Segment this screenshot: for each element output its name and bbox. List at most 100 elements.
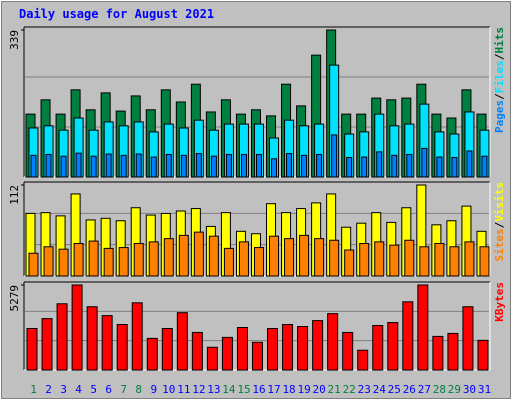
bar (374, 241, 385, 277)
bar (389, 244, 400, 277)
x-tick-label: 14 (222, 383, 236, 396)
x-tick-label: 5 (90, 383, 97, 396)
x-tick-label: 2 (45, 383, 52, 396)
bar (161, 327, 173, 371)
x-tick-label: 15 (237, 383, 250, 396)
bar (316, 153, 323, 178)
bar (146, 337, 158, 371)
bar (135, 153, 142, 178)
bar (180, 154, 187, 178)
bar (116, 324, 128, 371)
bar (176, 312, 188, 371)
bar (344, 249, 355, 277)
bar (451, 156, 458, 178)
bar (90, 155, 97, 178)
bar (331, 134, 338, 178)
bar (223, 247, 234, 277)
x-tick-label: 11 (177, 383, 190, 396)
bar (271, 158, 278, 178)
x-tick-label: 22 (343, 383, 356, 396)
x-tick-label: 30 (463, 383, 476, 396)
x-tick-label: 20 (313, 383, 326, 396)
x-tick-label: 31 (478, 383, 491, 396)
bar (297, 326, 309, 371)
bar (86, 306, 98, 371)
x-tick-label: 10 (162, 383, 175, 396)
x-tick-label: 7 (120, 383, 127, 396)
bar (120, 154, 127, 178)
bar (466, 150, 473, 178)
bar (103, 247, 114, 277)
bar (267, 327, 279, 371)
bar (255, 153, 262, 178)
legend-separator: / (493, 93, 506, 100)
bar (477, 339, 489, 371)
x-tick-label: 28 (433, 383, 446, 396)
bar (481, 155, 488, 178)
bar (133, 243, 144, 277)
bar (359, 243, 370, 277)
bar (163, 238, 174, 277)
x-tick-label: 18 (282, 383, 295, 396)
bar (221, 336, 233, 371)
legend: Pages/Files/Hits (493, 27, 506, 133)
legend: KBytes (493, 282, 506, 322)
x-tick-label: 29 (448, 383, 461, 396)
legend-entry: KBytes (493, 282, 506, 322)
bar (419, 246, 430, 277)
bar (28, 252, 39, 277)
bar (372, 325, 384, 371)
x-tick-label: 19 (297, 383, 310, 396)
x-tick-label: 9 (150, 383, 157, 396)
bar (406, 153, 413, 178)
x-tick-label: 16 (252, 383, 265, 396)
x-tick-label: 25 (388, 383, 401, 396)
x-tick-label: 21 (328, 383, 341, 396)
legend-separator: / (493, 221, 506, 228)
x-tick-label: 4 (75, 383, 82, 396)
x-tick-label: 17 (267, 383, 280, 396)
y-tick-label: 112 (8, 185, 21, 205)
bar (329, 239, 340, 277)
bar (312, 320, 324, 371)
y-tick-label: 339 (8, 30, 21, 50)
bar (75, 152, 82, 178)
x-tick-label: 24 (373, 383, 387, 396)
legend: Sites/Visits (493, 182, 506, 262)
bar (346, 156, 353, 178)
bar (286, 153, 293, 178)
legend-entry: Visits (493, 182, 506, 222)
bar (210, 155, 217, 178)
bar (387, 322, 399, 371)
bar (436, 156, 443, 178)
x-tick-label: 23 (358, 383, 371, 396)
bar (71, 284, 83, 371)
bar (357, 349, 369, 371)
bar (73, 243, 84, 277)
bar (253, 247, 264, 277)
bar (417, 284, 429, 371)
bar (447, 332, 459, 371)
bar (236, 326, 248, 371)
bar (402, 301, 414, 371)
x-tick-label: 12 (192, 383, 205, 396)
x-tick-label: 8 (135, 383, 142, 396)
bar (342, 331, 354, 371)
chart-title: Daily usage for August 2021 (19, 7, 214, 21)
bar (195, 153, 202, 178)
bar (299, 234, 310, 277)
bar (118, 247, 129, 277)
bar (432, 335, 444, 371)
bar (421, 147, 428, 178)
legend-entry: Hits (493, 27, 506, 54)
bar (240, 153, 247, 178)
bar (45, 153, 52, 178)
bar (449, 246, 460, 277)
bar (131, 302, 143, 371)
bar (404, 239, 415, 277)
legend-entry: Files (493, 60, 506, 93)
legend-separator: / (493, 53, 506, 60)
x-tick-label: 13 (207, 383, 220, 396)
